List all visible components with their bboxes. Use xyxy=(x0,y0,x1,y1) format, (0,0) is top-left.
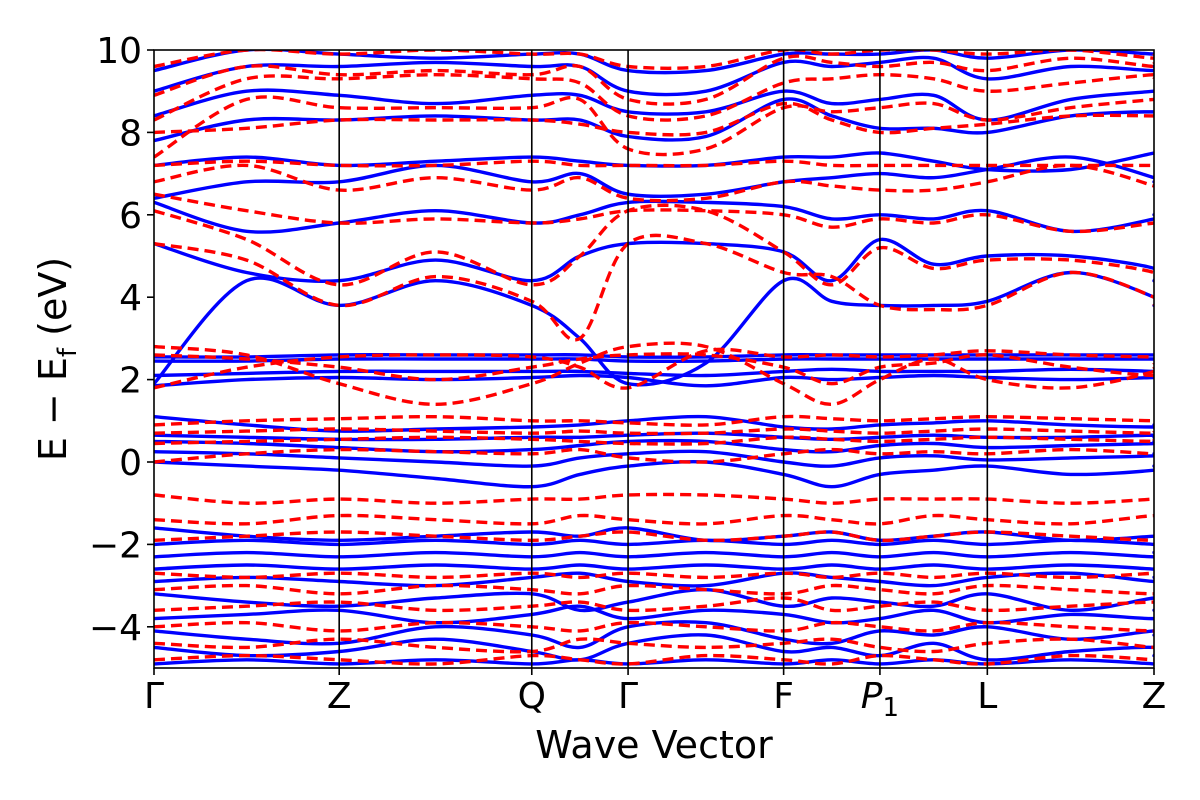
band-line-1-24 xyxy=(154,54,1154,106)
band-line-0-22 xyxy=(154,155,1154,200)
y-axis-title-unit: (eV) xyxy=(31,257,75,336)
band-line-1-18 xyxy=(154,192,1154,234)
band-line-0-20 xyxy=(154,237,1154,283)
x-tick-label: P1 xyxy=(861,676,899,723)
band-line-1-0 xyxy=(154,653,1154,666)
bands-layer xyxy=(154,50,1154,666)
band-line-1-3 xyxy=(154,596,1154,613)
x-tick-label-subscript: 1 xyxy=(883,693,900,723)
x-tick-label: L xyxy=(977,676,997,717)
band-line-0-0 xyxy=(154,658,1154,666)
series-dashed xyxy=(154,50,1154,666)
x-tick-label: Q xyxy=(518,676,546,717)
band-line-1-1 xyxy=(154,637,1154,654)
band-line-1-21 xyxy=(154,101,1154,137)
band-line-1-23 xyxy=(154,73,1154,122)
band-line-1-20 xyxy=(154,159,1154,168)
band-line-0-3 xyxy=(154,604,1154,625)
y-axis-ticks: −4 −2 0 2 4 6 8 10 xyxy=(89,31,154,649)
band-line-1-15 xyxy=(154,347,1154,390)
band-line-1-7 xyxy=(154,513,1154,526)
x-tick-label: F xyxy=(773,676,794,717)
band-line-1-16 xyxy=(154,233,1154,342)
band-line-1-25 xyxy=(154,50,1154,70)
band-line-1-2 xyxy=(154,620,1154,633)
band-line-1-8 xyxy=(154,492,1154,505)
x-tick-label: Γ xyxy=(618,676,638,717)
band-line-1-11 xyxy=(154,427,1154,436)
band-line-1-10 xyxy=(154,435,1154,446)
y-axis-title: E − Ef (eV) xyxy=(31,257,83,461)
band-line-1-5 xyxy=(154,571,1154,580)
band-line-1-19 xyxy=(154,163,1154,203)
band-line-0-10 xyxy=(154,460,1154,489)
x-tick-label: Z xyxy=(327,676,352,717)
band-line-1-4 xyxy=(154,583,1154,596)
y-axis-title-subscript: f xyxy=(53,347,83,357)
x-tick-label: Γ xyxy=(144,676,164,717)
band-line-0-26 xyxy=(154,55,1154,97)
x-axis-ticks: Γ Z Q Γ F P1 L Z xyxy=(144,668,1166,723)
x-axis-title: Wave Vector xyxy=(535,723,773,767)
band-line-0-27 xyxy=(154,50,1154,75)
band-line-0-5 xyxy=(154,571,1154,588)
band-line-1-12 xyxy=(154,414,1154,427)
y-axis-title-main: E − E xyxy=(31,357,75,461)
band-line-0-17 xyxy=(154,357,1154,364)
band-line-0-1 xyxy=(154,633,1154,662)
high-symmetry-lines xyxy=(338,50,989,668)
band-line-0-11 xyxy=(154,449,1154,468)
x-tick-label-main: P xyxy=(861,676,883,717)
y-tick-label: −2 xyxy=(89,525,142,566)
y-tick-label: 8 xyxy=(119,113,142,154)
x-tick-label: Z xyxy=(1142,676,1167,717)
band-line-1-9 xyxy=(154,447,1154,464)
band-line-1-13 xyxy=(154,341,1154,407)
plot-frame xyxy=(153,49,1155,669)
y-tick-label: −4 xyxy=(89,608,142,649)
y-tick-label: 2 xyxy=(119,361,142,402)
band-line-1-6 xyxy=(154,530,1154,543)
band-line-0-6 xyxy=(154,563,1154,571)
band-line-0-15 xyxy=(154,373,1154,388)
y-tick-label: 4 xyxy=(119,278,142,319)
band-line-0-7 xyxy=(154,550,1154,559)
y-tick-label: 0 xyxy=(119,443,142,484)
band-line-1-17 xyxy=(154,203,1154,287)
y-tick-label: 6 xyxy=(119,196,142,237)
band-line-1-14 xyxy=(154,352,1154,386)
band-line-0-14 xyxy=(154,414,1154,433)
y-tick-label: 10 xyxy=(96,31,142,72)
